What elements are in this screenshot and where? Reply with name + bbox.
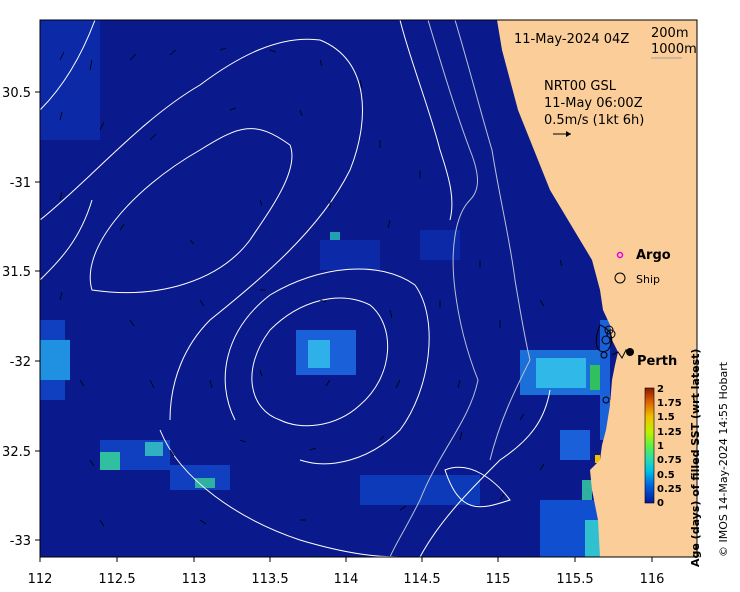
colorbar-tick-label: 1.5 — [657, 412, 675, 423]
y-tick-label: -31 — [10, 176, 31, 191]
colorbar-tick-label: 2 — [657, 384, 664, 395]
sst-age-field — [40, 20, 615, 557]
current-scale-label: 0.5m/s (1kt 6h) — [544, 113, 644, 128]
current-time-label: 11-May 06:00Z — [544, 96, 643, 111]
colorbar-ticks: 2 1.75 1.5 1.25 1 0.75 0.5 0.25 0 — [657, 384, 682, 509]
x-tick-label: 113 — [182, 572, 207, 587]
city-marker-icon — [626, 348, 634, 356]
x-tick-label: 114 — [334, 572, 359, 587]
argo-marker-icon — [616, 251, 624, 259]
x-tick-label: 114.5 — [403, 572, 440, 587]
y-tick-label: -32 — [10, 355, 31, 370]
credit-text: © IMOS 14-May-2024 14:55 Hobart — [717, 361, 730, 557]
x-tick-label: 112 — [28, 572, 53, 587]
ssh-contours — [40, 20, 551, 557]
colorbar-tick-label: 1.75 — [657, 398, 682, 409]
isobath-200m-label: 200m — [651, 26, 688, 41]
ship-positions — [600, 325, 616, 404]
current-scale-arrow-icon — [553, 131, 571, 137]
colorbar-title: Age (days) of filled SST (wrt latest) — [689, 349, 702, 567]
x-tick-label: 112.5 — [98, 572, 135, 587]
argo-legend-label: Argo — [636, 248, 671, 263]
current-source-label: NRT00 GSL — [544, 79, 617, 94]
isobaths — [389, 20, 531, 557]
y-axis-labels: 30.5 -31 31.5 -32 32.5 -33 — [2, 86, 31, 549]
timestamp-label: 11-May-2024 04Z — [514, 32, 629, 47]
x-tick-label: 115 — [486, 572, 511, 587]
x-tick-label: 113.5 — [251, 572, 288, 587]
ship-legend-label: Ship — [636, 273, 660, 286]
colorbar-tick-label: 0.75 — [657, 455, 682, 466]
ship-marker-icon — [614, 272, 626, 284]
current-vectors — [59, 47, 563, 527]
colorbar-tick-label: 1 — [657, 441, 664, 452]
city-label: Perth — [637, 354, 677, 369]
colorbar-tick-label: 0 — [657, 498, 664, 509]
x-tick-label: 116 — [640, 572, 665, 587]
x-axis-labels: 112 112.5 113 113.5 114 114.5 115 115.5 … — [28, 572, 665, 587]
y-tick-label: 32.5 — [2, 445, 31, 460]
x-tick-label: 115.5 — [556, 572, 593, 587]
colorbar — [644, 387, 655, 504]
rottnest-outline — [595, 324, 613, 352]
y-tick-label: 31.5 — [2, 265, 31, 280]
colorbar-tick-label: 0.5 — [657, 470, 675, 481]
isobath-1000m-label: 1000m — [651, 42, 697, 57]
y-tick-label: -33 — [10, 534, 31, 549]
plot-frame — [39, 19, 698, 558]
axis-ticks — [35, 91, 653, 562]
colorbar-tick-label: 1.25 — [657, 427, 682, 438]
y-tick-label: 30.5 — [2, 86, 31, 101]
colorbar-tick-label: 0.25 — [657, 484, 682, 495]
